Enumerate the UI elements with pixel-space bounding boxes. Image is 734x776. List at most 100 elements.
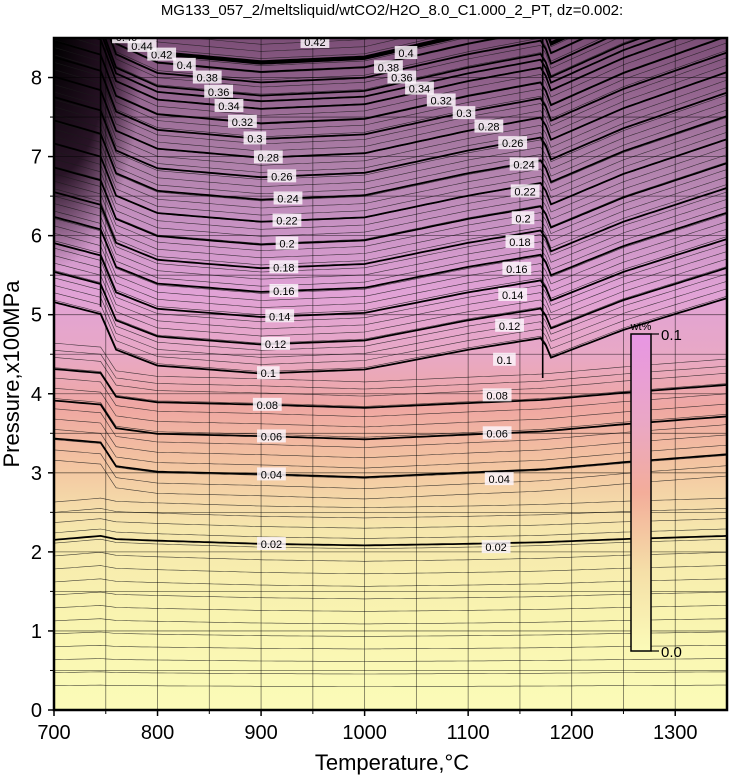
- thin-contour: [54, 295, 727, 372]
- contour-line: [54, 187, 727, 270]
- thin-contour: [54, 79, 727, 166]
- thin-contour: [54, 538, 727, 550]
- thin-contour: [54, 671, 727, 675]
- contour-label-bg: [482, 388, 512, 402]
- contour-label-bg: [374, 60, 403, 74]
- contour-line: [54, 238, 727, 318]
- contour-label-bg: [272, 213, 302, 227]
- thin-contour: [54, 206, 727, 287]
- contour-line: [54, 51, 727, 140]
- thin-contour: [54, 124, 727, 209]
- contour-label-bg: [269, 260, 299, 274]
- thin-contour: [54, 459, 727, 500]
- contour-line: [54, 38, 725, 125]
- contour-label: 0.32: [232, 117, 253, 129]
- contour-label-bg: [482, 426, 512, 440]
- thin-contour: [54, 518, 727, 529]
- contour-label: 0.16: [506, 264, 527, 276]
- thin-contour: [54, 281, 727, 358]
- contour-label-bg: [275, 236, 299, 250]
- thin-contour: [54, 236, 727, 316]
- contour-labels: 0.02 0.02 0.04 0.04 0.06 0.06 0.08 0.08 0.1 0.1 0.…: [112, 23, 540, 554]
- contour-label: 0.3: [456, 108, 471, 120]
- contour-label-bg: [267, 169, 297, 183]
- thin-contour: [54, 357, 727, 397]
- contour-label: 0.04: [489, 474, 510, 486]
- contour-label: 0.3: [247, 133, 262, 145]
- contour-line: [54, 297, 727, 375]
- contour-line: [54, 368, 727, 409]
- colorbar-title: wt%: [630, 321, 652, 333]
- x-tick-label: 1100: [447, 722, 490, 744]
- thin-contour: [54, 565, 727, 575]
- contour-line: [54, 91, 727, 179]
- contour-label: 0.18: [273, 262, 294, 274]
- contour-label: 0.2: [279, 239, 294, 251]
- thin-contour: [54, 102, 727, 187]
- contour-label-bg: [511, 211, 535, 225]
- y-tick-label: 6: [31, 226, 42, 248]
- contour-label: 0.02: [485, 542, 506, 554]
- contour-label: 0.08: [486, 390, 507, 402]
- thin-contour: [54, 184, 727, 266]
- contour-line: [54, 534, 727, 547]
- contour-label-bg: [257, 536, 286, 550]
- thin-contour: [54, 429, 727, 469]
- contour-label: 0.04: [261, 469, 282, 481]
- contour-label-bg: [300, 38, 330, 48]
- thin-contour: [71, 38, 700, 116]
- contour-label-bg: [452, 106, 476, 120]
- contour-label-bg: [234, 23, 263, 36]
- contour-label-bg: [253, 150, 283, 164]
- x-tick-label: 900: [244, 722, 277, 744]
- contour-label-bg: [474, 119, 504, 133]
- contour-label-bg: [228, 114, 257, 128]
- contour-label: 0.32: [431, 95, 452, 107]
- contour-label: 0.08: [257, 400, 278, 412]
- thin-contour: [54, 551, 727, 562]
- contour-label: 0.22: [514, 186, 535, 198]
- contour-label: 0.24: [513, 159, 534, 171]
- contour-label-bg: [495, 318, 524, 332]
- thin-contour: [54, 109, 727, 195]
- contour-label-bg: [481, 540, 511, 554]
- thin-contour: [54, 377, 727, 418]
- contour-label: 0.36: [391, 73, 412, 85]
- contour-label: 0.24: [277, 193, 298, 205]
- thin-contour: [54, 258, 727, 337]
- contour-label: 0.44: [131, 41, 152, 53]
- contour-label-bg: [405, 81, 434, 95]
- thin-contour: [54, 131, 727, 216]
- contour-label: 0.38: [197, 73, 218, 85]
- thin-contour: [54, 213, 727, 294]
- contour-label: 0.1: [261, 368, 276, 380]
- thin-contour: [54, 146, 727, 230]
- contour-label-bg: [257, 366, 280, 380]
- contour-label-bg: [509, 157, 539, 171]
- thin-contour: [54, 578, 727, 587]
- contour-line: [54, 437, 727, 479]
- thin-contour: [54, 618, 727, 625]
- x-tick-label: 800: [141, 722, 174, 744]
- plot-frame: [52, 36, 729, 712]
- y-tick-label: 7: [31, 147, 42, 169]
- thin-contour: [54, 50, 727, 138]
- plot-area: 0.02 0.02 0.04 0.04 0.06 0.06 0.08 0.08 0.1 0.1 0.…: [54, 23, 727, 710]
- contour-label-bg: [505, 234, 535, 248]
- contour-label: 0.18: [509, 237, 530, 249]
- contour-line: [102, 38, 660, 103]
- contour-label: 0.4: [398, 48, 413, 60]
- contour-label: 0.28: [478, 122, 499, 134]
- y-tick-label: 2: [31, 542, 42, 564]
- labeled-contours: [54, 38, 727, 547]
- contour-label-bg: [214, 98, 244, 112]
- contour-label: 0.22: [276, 216, 297, 228]
- contour-label-bg: [261, 336, 290, 350]
- contour-line: [54, 138, 727, 223]
- contour-label: 0.14: [269, 311, 290, 323]
- contour-line: [54, 115, 727, 201]
- contour-label-bg: [493, 352, 516, 366]
- contour-label-bg: [192, 70, 222, 84]
- y-tick-label: 0: [31, 700, 42, 722]
- thin-contour: [105, 38, 638, 95]
